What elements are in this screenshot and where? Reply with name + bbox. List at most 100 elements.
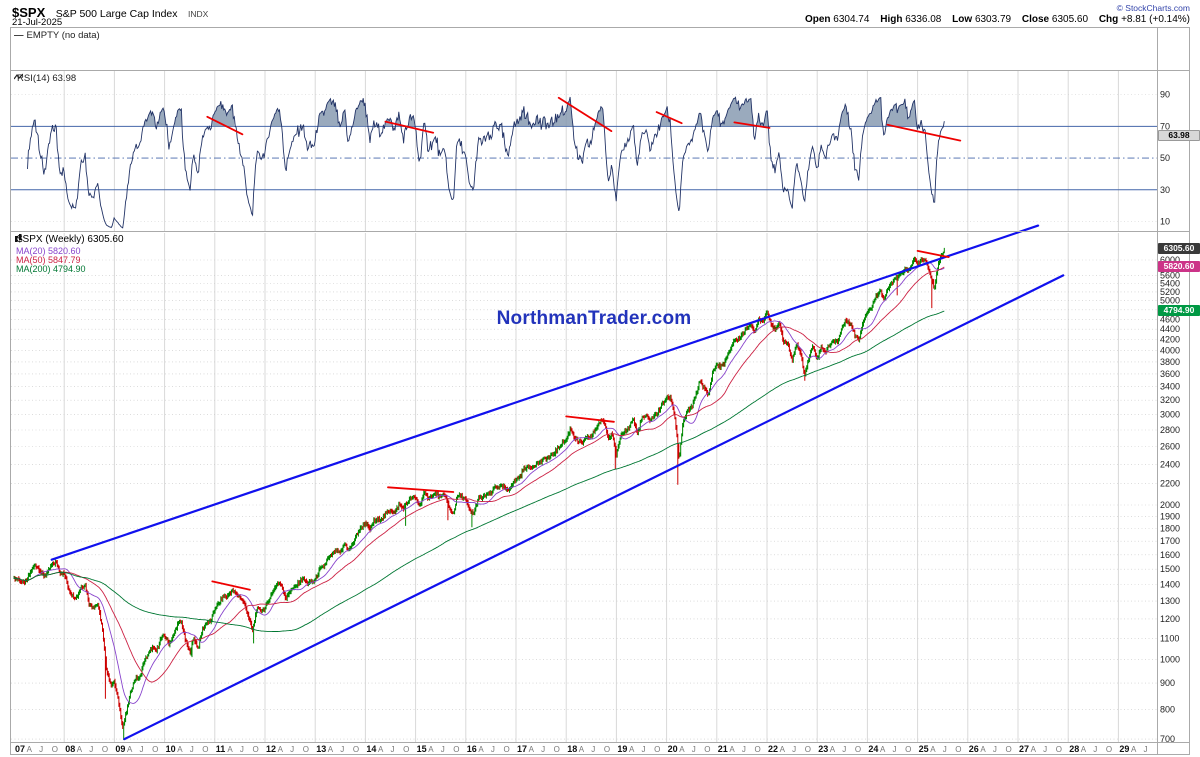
svg-text:O: O: [805, 745, 811, 754]
svg-text:O: O: [504, 745, 510, 754]
svg-text:O: O: [253, 745, 259, 754]
year-gridlines: [63, 71, 1119, 742]
high-value: 6336.08: [905, 14, 942, 25]
low-value: 6303.79: [974, 14, 1012, 25]
svg-text:O: O: [52, 745, 58, 754]
low-label: Low: [952, 14, 973, 25]
svg-text:A: A: [77, 745, 83, 754]
svg-text:A: A: [27, 745, 33, 754]
svg-text:08: 08: [65, 744, 75, 754]
svg-text:4400: 4400: [1160, 324, 1180, 334]
svg-text:2000: 2000: [1160, 500, 1180, 510]
svg-text:O: O: [955, 745, 961, 754]
svg-text:J: J: [692, 745, 696, 754]
red-resistance-lines-price: [211, 249, 950, 591]
svg-text:J: J: [943, 745, 947, 754]
copyright: © StockCharts.com: [1116, 3, 1190, 13]
svg-text:A: A: [1131, 745, 1137, 754]
svg-text:O: O: [353, 745, 359, 754]
high-label: High: [880, 14, 903, 25]
chg-value: +8.81 (+0.14%): [1121, 14, 1190, 25]
svg-text:5200: 5200: [1160, 287, 1180, 297]
svg-text:11: 11: [216, 744, 226, 754]
chg-label: Chg: [1098, 14, 1119, 25]
svg-text:1200: 1200: [1160, 614, 1180, 624]
svg-text:1500: 1500: [1160, 564, 1180, 574]
main-panel-title: $SPX (Weekly) 6305.60: [15, 234, 124, 245]
close-label: Close: [1021, 14, 1050, 25]
rsi-value-badge: 63.98: [1158, 130, 1200, 142]
svg-text:J: J: [39, 745, 43, 754]
svg-text:J: J: [993, 745, 997, 754]
svg-text:A: A: [780, 745, 786, 754]
svg-text:1800: 1800: [1160, 524, 1180, 534]
svg-text:5400: 5400: [1160, 279, 1180, 289]
svg-text:15: 15: [417, 744, 427, 754]
svg-text:J: J: [190, 745, 194, 754]
svg-text:O: O: [1056, 745, 1062, 754]
svg-text:24: 24: [868, 744, 878, 754]
svg-text:700: 700: [1160, 734, 1175, 744]
svg-text:3400: 3400: [1160, 382, 1180, 392]
symbol: $SPX: [12, 5, 46, 20]
rsi-line: [27, 96, 945, 229]
svg-text:O: O: [855, 745, 861, 754]
svg-text:28: 28: [1069, 744, 1079, 754]
price-axis-labels: 6000560054005200500048004600440042004000…: [1160, 255, 1180, 744]
svg-text:1000: 1000: [1160, 655, 1180, 665]
svg-text:800: 800: [1160, 704, 1175, 714]
svg-text:A: A: [579, 745, 585, 754]
svg-text:J: J: [541, 745, 545, 754]
svg-text:10: 10: [166, 744, 176, 754]
svg-text:25: 25: [919, 744, 929, 754]
svg-text:4600: 4600: [1160, 314, 1180, 324]
svg-text:A: A: [278, 745, 284, 754]
svg-text:26: 26: [969, 744, 979, 754]
svg-text:13: 13: [316, 744, 326, 754]
blue-channel-trendlines: [50, 224, 1065, 741]
svg-text:A: A: [529, 745, 535, 754]
ma-price-badge-1: 5820.60: [1158, 261, 1200, 273]
candles-down: [14, 256, 935, 729]
svg-text:A: A: [930, 745, 936, 754]
svg-text:J: J: [1043, 745, 1047, 754]
svg-text:J: J: [792, 745, 796, 754]
svg-text:O: O: [1006, 745, 1012, 754]
svg-text:2200: 2200: [1160, 479, 1180, 489]
svg-text:A: A: [1081, 745, 1087, 754]
svg-text:19: 19: [617, 744, 627, 754]
svg-text:3000: 3000: [1160, 410, 1180, 420]
svg-text:J: J: [742, 745, 746, 754]
svg-text:O: O: [1106, 745, 1112, 754]
svg-text:22: 22: [768, 744, 778, 754]
svg-text:2600: 2600: [1160, 442, 1180, 452]
svg-text:A: A: [378, 745, 384, 754]
ma50-legend: MA(50) 5847.79: [16, 255, 81, 265]
svg-text:29: 29: [1119, 744, 1129, 754]
symbol-exchange: INDX: [187, 9, 209, 19]
svg-text:18: 18: [567, 744, 577, 754]
ma-price-badge-2: 4794.90: [1158, 304, 1200, 316]
ma20-legend: MA(20) 5820.60: [16, 246, 81, 256]
svg-text:07: 07: [15, 744, 25, 754]
svg-text:2400: 2400: [1160, 459, 1180, 469]
svg-text:4000: 4000: [1160, 345, 1180, 355]
rsi-axis-labels: 90 70 50 30 10: [1160, 90, 1170, 227]
svg-text:O: O: [654, 745, 660, 754]
svg-text:J: J: [391, 745, 395, 754]
svg-text:09: 09: [115, 744, 125, 754]
svg-text:1900: 1900: [1160, 511, 1180, 521]
svg-text:A: A: [629, 745, 635, 754]
header: $SPX S&P 500 Large Cap Index INDX: [12, 4, 208, 22]
ma200-legend: MA(200) 4794.90: [16, 264, 86, 274]
svg-text:10: 10: [1160, 217, 1170, 227]
svg-text:O: O: [403, 745, 409, 754]
price-gridlines: [11, 259, 1157, 740]
svg-text:O: O: [604, 745, 610, 754]
svg-text:27: 27: [1019, 744, 1029, 754]
svg-text:3600: 3600: [1160, 369, 1180, 379]
svg-text:17: 17: [517, 744, 527, 754]
empty-line-icon: —: [14, 30, 24, 41]
svg-text:2800: 2800: [1160, 425, 1180, 435]
